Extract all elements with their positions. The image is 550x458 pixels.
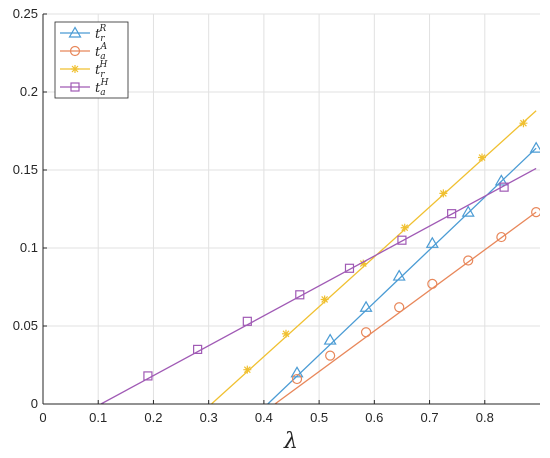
data-point-circle (360, 327, 372, 338)
data-point-star (243, 365, 252, 374)
data-point-star (478, 153, 487, 162)
x-axis-label: λ (283, 429, 298, 454)
data-point-square (499, 182, 509, 192)
data-point-triangle (425, 236, 439, 248)
data-point-square (397, 235, 407, 245)
x-tick-label: 0.2 (144, 410, 162, 425)
x-tick-label: 0 (39, 410, 46, 425)
data-point-circle (394, 302, 405, 313)
data-point-star (359, 259, 368, 268)
series-h-r (210, 110, 537, 404)
x-tick-label: 0.1 (89, 410, 107, 425)
legend-entry: taH (95, 78, 109, 98)
data-point-triangle (290, 366, 304, 378)
series-line (100, 167, 537, 404)
legend-entry: taA (95, 42, 108, 62)
legend-marker-square (70, 82, 80, 92)
data-point-triangle (323, 333, 337, 345)
data-point-circle (325, 350, 336, 361)
x-tick-label: 0.8 (476, 410, 494, 425)
x-tick-label: 0.5 (310, 410, 328, 425)
data-point-square (344, 263, 355, 273)
data-point-triangle (529, 141, 540, 153)
data-point-square (143, 371, 153, 381)
y-tick-label: 0.1 (20, 240, 38, 255)
series-layer (100, 110, 540, 404)
data-point-triangle (494, 174, 508, 186)
data-point-circle (496, 231, 507, 243)
tick-labels: 0 0.1 0.2 0.3 0.4 0.5 0.6 0.7 0.8 0 0.05 0.1 0.15 0.2… (13, 6, 494, 425)
series-r-r (267, 141, 540, 404)
data-point-circle (463, 255, 474, 266)
data-point-circle (427, 278, 438, 289)
y-tick-label: 0.15 (13, 162, 38, 177)
data-point-star (439, 189, 448, 198)
x-tick-label: 0.4 (255, 410, 273, 425)
data-point-square (295, 290, 305, 300)
data-point-star (281, 329, 290, 338)
y-tick-label: 0.25 (13, 6, 38, 21)
data-point-square (193, 344, 203, 354)
data-point-square (447, 209, 457, 219)
data-point-star (519, 119, 528, 128)
y-tick-label: 0 (31, 396, 38, 411)
legend-entry: trR (95, 24, 107, 44)
legend-entry: trH (95, 60, 108, 80)
axes (42, 13, 540, 405)
data-point-circle (291, 373, 303, 385)
data-point-triangle (392, 269, 406, 281)
legend-marker-star (71, 65, 79, 73)
data-point-square (242, 316, 252, 326)
data-point-star (320, 295, 329, 304)
data-point-triangle (359, 300, 373, 312)
x-tick-label: 0.6 (365, 410, 383, 425)
y-tick-label: 0.2 (20, 84, 38, 99)
legend-marker-triangle (68, 26, 82, 38)
x-tick-label: 0.3 (200, 410, 218, 425)
data-point-circle (531, 207, 540, 218)
x-tick-label: 0.7 (421, 410, 439, 425)
data-point-triangle (461, 205, 475, 217)
series-line (274, 211, 537, 404)
legend-marker-circle (69, 45, 81, 57)
data-point-star (400, 223, 409, 232)
series-h-a (100, 167, 537, 404)
legend-box (54, 21, 129, 99)
y-tick-label: 0.05 (13, 318, 38, 333)
series-a-a (274, 207, 540, 404)
